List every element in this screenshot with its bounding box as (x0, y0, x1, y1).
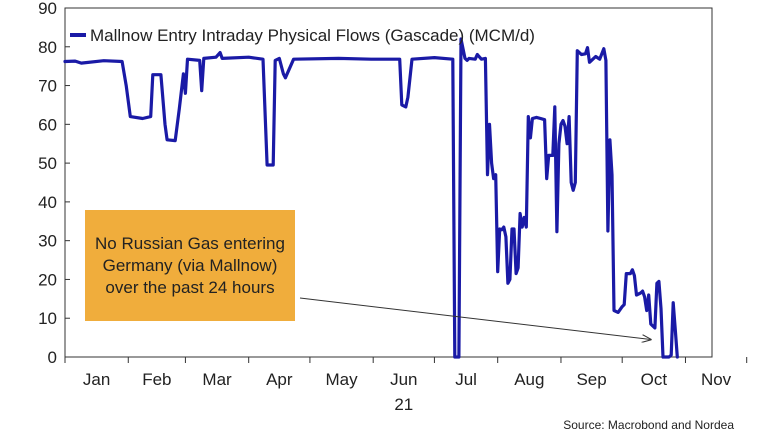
y-tick-label: 20 (38, 270, 57, 289)
x-axis: Jan Feb Mar Apr May Jun Jul Aug Sep Oct Nov 21 (64, 357, 748, 414)
annotation-line-3: over the past 24 hours (105, 277, 275, 297)
y-axis: 0 10 20 30 40 50 60 70 80 90 (38, 0, 70, 367)
x-tick-label: Jun (390, 370, 417, 389)
x-tick-label: Jan (83, 370, 110, 389)
x-tick-label: Aug (514, 370, 544, 389)
x-year-label: 21 (394, 395, 413, 414)
annotation-callout: No Russian Gas entering Germany (via Mal… (85, 210, 295, 321)
legend-label: Mallnow Entry Intraday Physical Flows (G… (90, 26, 535, 45)
series-layer (63, 37, 679, 359)
x-tick-label: May (325, 370, 358, 389)
x-tick-label: Oct (641, 370, 668, 389)
x-tick-label: Mar (202, 370, 232, 389)
y-tick-label: 80 (38, 38, 57, 57)
x-tick-label: Jul (455, 370, 477, 389)
legend: Mallnow Entry Intraday Physical Flows (G… (70, 26, 535, 45)
y-tick-label: 70 (38, 77, 57, 96)
series-line (63, 37, 679, 359)
y-tick-label: 90 (38, 0, 57, 18)
annotation-arrow (299, 297, 651, 340)
y-tick-label: 30 (38, 232, 57, 251)
annotation-line-2: Germany (via Mallnow) (102, 255, 278, 275)
y-tick-label: 50 (38, 154, 57, 173)
y-tick-label: 0 (48, 348, 57, 367)
y-tick-label: 10 (38, 309, 57, 328)
x-tick-label: Apr (266, 370, 293, 389)
plot-frame (64, 7, 713, 358)
source-note: Source: Macrobond and Nordea (563, 418, 734, 432)
x-tick-label: Nov (701, 370, 732, 389)
x-tick-label: Sep (576, 370, 606, 389)
x-tick-label: Feb (142, 370, 171, 389)
annotation-line-1: No Russian Gas entering (95, 233, 285, 253)
y-tick-label: 40 (38, 193, 57, 212)
y-tick-label: 60 (38, 115, 57, 134)
